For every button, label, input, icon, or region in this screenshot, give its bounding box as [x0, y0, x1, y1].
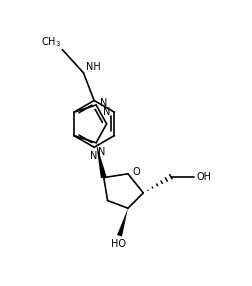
- Polygon shape: [96, 143, 107, 178]
- Text: HO: HO: [111, 239, 126, 249]
- Text: NH: NH: [86, 62, 100, 72]
- Polygon shape: [117, 208, 128, 237]
- Text: CH$_3$: CH$_3$: [41, 35, 61, 49]
- Text: O: O: [132, 167, 140, 177]
- Text: N: N: [103, 107, 110, 117]
- Text: N: N: [90, 152, 98, 162]
- Text: N: N: [100, 98, 107, 108]
- Text: OH: OH: [197, 172, 212, 182]
- Text: N: N: [98, 147, 105, 157]
